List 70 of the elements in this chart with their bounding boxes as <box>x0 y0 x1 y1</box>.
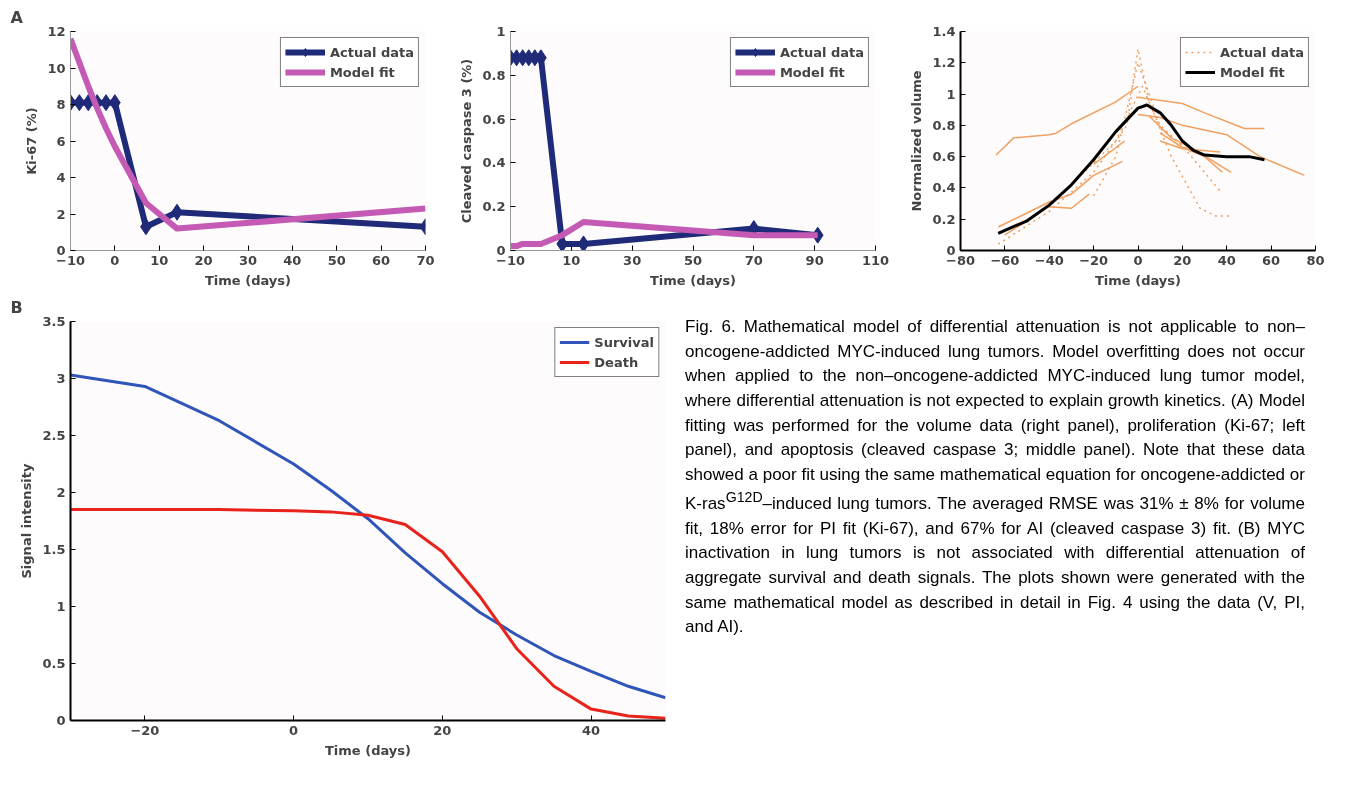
y-tick-label: 1 <box>946 86 956 102</box>
x-axis-title: Time (days) <box>205 272 292 288</box>
x-axis-title: Time (days) <box>650 272 737 288</box>
y-tick-label: 0.4 <box>482 155 506 171</box>
x-tick-label: −20 <box>1079 252 1109 268</box>
x-tick-label: 40 <box>1217 252 1236 268</box>
x-tick-label: 10 <box>562 252 581 268</box>
legend-label: Actual data <box>1219 44 1304 60</box>
x-tick-label: 0 <box>110 252 120 268</box>
x-tick-label: 50 <box>327 252 346 268</box>
y-tick-label: 0.6 <box>932 149 956 165</box>
x-tick-label: 30 <box>623 252 642 268</box>
y-tick-label: 0.6 <box>482 111 506 127</box>
x-tick-label: 70 <box>744 252 763 268</box>
x-tick-label: 110 <box>861 252 890 268</box>
x-tick-label: 70 <box>416 252 435 268</box>
y-tick-label: 12 <box>47 24 66 39</box>
y-tick-label: 1.4 <box>932 24 956 39</box>
x-tick-label: 30 <box>238 252 258 268</box>
x-tick-label: 20 <box>1173 252 1192 268</box>
y-tick-label: 0.4 <box>932 180 956 196</box>
x-axis-title: Time (days) <box>325 742 412 758</box>
x-tick-label: 80 <box>1306 252 1325 268</box>
x-axis-title: Time (days) <box>1095 272 1182 288</box>
y-tick-label: 0.2 <box>482 199 506 215</box>
y-tick-label: 2 <box>56 485 66 500</box>
y-tick-label: 0.8 <box>932 117 956 133</box>
x-tick-label: 20 <box>433 722 452 738</box>
y-tick-label: 1 <box>496 24 506 39</box>
x-tick-label: 0 <box>1133 252 1143 268</box>
x-tick-label: 40 <box>582 722 601 738</box>
text: B <box>10 297 23 317</box>
legend-label: Death <box>594 354 639 370</box>
y-tick-label: 0.5 <box>42 656 66 671</box>
y-tick-label: 1.2 <box>932 55 956 71</box>
y-tick-label: 8 <box>56 97 66 112</box>
text: A <box>10 7 24 27</box>
legend-label: Actual data <box>779 44 864 60</box>
x-tick-label: 50 <box>683 252 703 268</box>
legend-label: Actual data <box>329 44 414 60</box>
y-tick-label: 0.2 <box>932 211 956 227</box>
x-tick-label: 0 <box>289 722 299 738</box>
y-tick-label: 3.5 <box>42 314 66 329</box>
y-tick-label: 10 <box>47 60 66 76</box>
x-tick-label: 60 <box>372 252 391 268</box>
y-axis-title: Signal intensity <box>19 462 35 579</box>
y-tick-label: 2.5 <box>42 428 66 443</box>
legend-label: Model fit <box>329 64 395 80</box>
y-axis-title: Ki-67 (%) <box>24 107 40 175</box>
y-axis-title: Normalized volume <box>909 70 925 212</box>
x-tick-label: −60 <box>990 252 1020 268</box>
legend-label: Model fit <box>779 64 845 80</box>
x-tick-label: 40 <box>283 252 302 268</box>
legend-label: Survival <box>594 334 654 350</box>
text: Fig. 6. Mathematical model of differential attenuation is not applicable to non–oncogene-addicted MYC-induced lung tumors. Model overfitting does not occur when applied to the non–oncogene-addicted MYC-induced lung tumor model, where differential attenuation is not expected to explain growth kinetics. (A) Model fitting was performed for the volume data (right panel), proliferation (Ki-67; left panel), and apoptosis (cleaved caspase 3; middle panel). Note that these data showed a poor fit using the same mathematical equation for oncogene-addicted or K-ras$^{G12D}$–induced lung tumors. The averaged RMSE was 31% ± 8% for volume fit, 18% error for PI fit (Ki-67), and 67% for AI (cleaved caspase 3) fit. (B) MYC inactivation in lung tumors is not associated with differential attenuation of aggregate survival and death signals. The plots shown were generated with the same mathematical model as described in detail in Fig. 4 using the data (V, PI, and AI). <box>685 317 1305 637</box>
legend-label: Model fit <box>1219 64 1285 80</box>
x-tick-label: 90 <box>805 252 824 268</box>
x-tick-label: 10 <box>150 252 169 268</box>
y-tick-label: 1.5 <box>42 542 66 557</box>
y-tick-label: 4 <box>56 170 66 185</box>
x-tick-label: 20 <box>194 252 213 268</box>
x-tick-label: −20 <box>130 722 160 738</box>
x-tick-label: −40 <box>1034 252 1064 268</box>
y-tick-label: 0.8 <box>482 67 506 83</box>
y-tick-label: 1 <box>56 599 66 614</box>
y-tick-label: 6 <box>56 133 66 149</box>
x-tick-label: 60 <box>1262 252 1281 268</box>
y-axis-title: Cleaved caspase 3 (%) <box>459 58 475 224</box>
y-tick-label: 3 <box>56 371 66 386</box>
y-tick-label: 2 <box>56 206 66 222</box>
